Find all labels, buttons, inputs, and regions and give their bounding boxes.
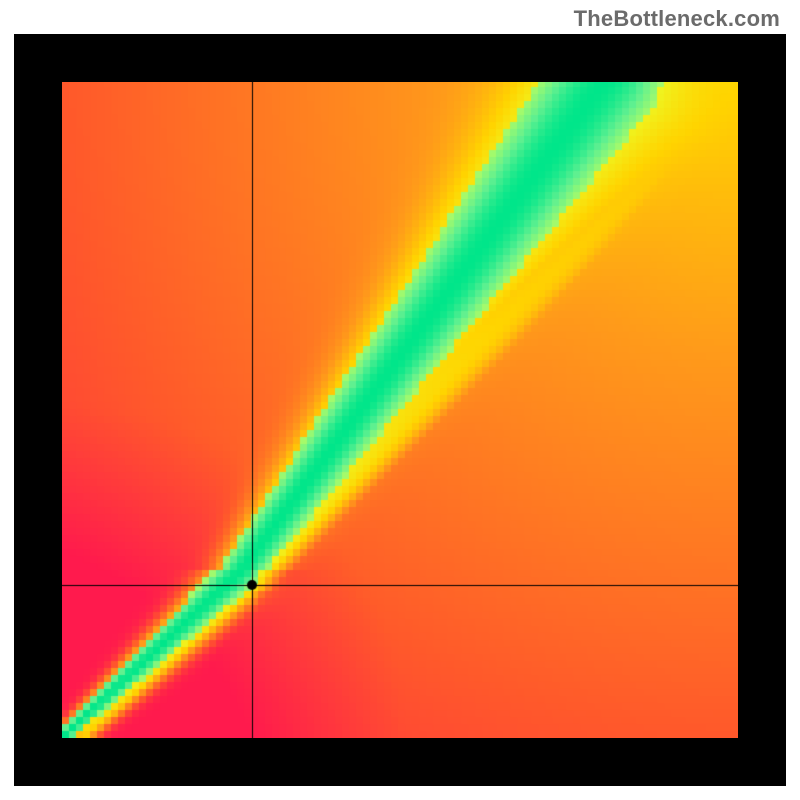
heatmap-plot <box>62 82 738 738</box>
chart-frame <box>14 34 786 786</box>
watermark-text: TheBottleneck.com <box>574 6 780 32</box>
root: TheBottleneck.com <box>0 0 800 800</box>
heatmap-canvas <box>62 82 738 738</box>
